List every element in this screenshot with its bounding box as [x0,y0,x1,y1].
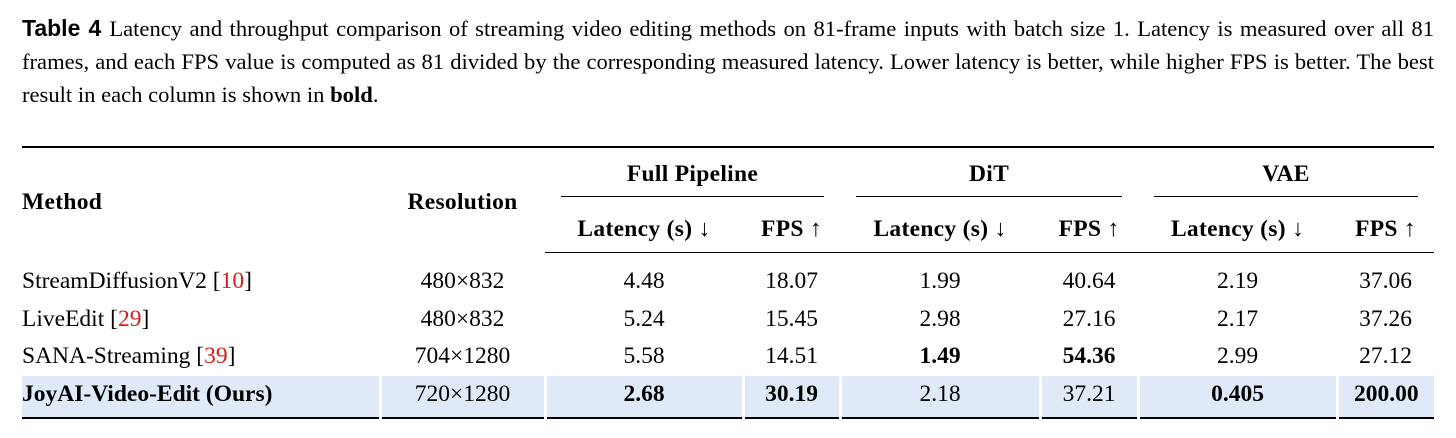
subheader: FPS ↑ [1040,206,1139,253]
value-cell: 1.99 [919,268,961,295]
value-cell: 2.17 [1216,305,1259,332]
method-end: ] [227,343,236,370]
value-cell: 18.07 [765,268,818,295]
caption-label: Table 4 [22,15,102,41]
citation: 29 [117,305,142,332]
method-end: ] [244,268,252,294]
value-cell: 5.24 [623,305,665,332]
method-name: LiveEdit [ [22,305,118,332]
method-name: JoyAI-Video-Edit (Ours) [22,380,273,407]
group-header: Full Pipeline [545,146,841,206]
method-cell: SANA-Streaming [39] [22,338,380,376]
value-cell: 4.48 [623,268,665,295]
value-cell: 30.19 [741,375,841,419]
group-label: DiT [856,161,1123,197]
value-cell: 27.12 [1359,343,1412,370]
value-cell: 40.64 [1062,268,1116,295]
value-cell: 1.49 [919,343,961,370]
value-cell: 2.68 [543,375,743,419]
value-cell: 14.51 [765,343,818,370]
header-row: Method Resolution Full Pipeline DiT VAE [22,146,1435,253]
subheader: Latency (s) ↓ [840,206,1041,253]
method-name: StreamDiffusionV2 [ [22,268,221,294]
method-cell: LiveEdit [29] [22,301,380,339]
table-body: StreamDiffusionV2 [10] 480×832 4.48 18.07 1.… [22,253,1435,419]
value-cell: 2.98 [919,305,961,332]
citation: 10 [220,268,245,294]
method-cell: JoyAI-Video-Edit (Ours) [22,375,380,419]
table-row: JoyAI-Video-Edit (Ours) 720×1280 2.68 30.19… [22,375,1435,419]
subheader-row: Latency (s) ↓ FPS ↑ Latency (s) ↓ FPS ↑ Late… [22,206,1435,253]
value-cell: 2.18 [838,375,1041,419]
resolution-cell: 480×832 [420,268,505,294]
method-header: Method [22,146,380,253]
value-cell: 2.19 [1216,268,1259,295]
subheader: FPS ↑ [743,206,841,253]
subheader: Latency (s) ↓ [545,206,743,253]
resolution-cell: 720×1280 [378,375,545,419]
group-header: VAE [1138,146,1435,206]
resolution-cell: 480×832 [420,305,505,332]
method-cell: StreamDiffusionV2 [10] [22,253,380,301]
caption: Table 4 Latency and throughput comparison… [22,12,1434,111]
caption-emphasis: bold [330,82,373,107]
value-cell: 37.21 [1038,375,1139,419]
value-cell: 54.36 [1062,343,1116,370]
table-header: Method Resolution Full Pipeline DiT VAE Laten… [22,146,1435,253]
caption-end: . [372,82,379,107]
caption-text: Latency and throughput comparison of str… [22,16,1434,107]
group-header: DiT [840,146,1139,206]
group-label: VAE [1154,161,1419,197]
value-cell: 0.405 [1136,375,1338,419]
value-cell: 5.58 [623,343,665,370]
table-row: StreamDiffusionV2 [10] 480×832 4.48 18.07 1.… [22,253,1434,301]
value-cell: 37.26 [1359,305,1412,332]
subheader: Latency (s) ↓ [1138,206,1338,253]
resolution-cell: 704×1280 [414,343,511,370]
resolution-header: Resolution [380,146,545,253]
latency-table: Method Resolution Full Pipeline DiT VAE Laten… [22,146,1435,419]
value-cell: 15.45 [765,305,818,332]
method-name: SANA-Streaming [ [22,343,205,370]
value-cell: 200.00 [1335,375,1435,419]
subheader: FPS ↑ [1337,206,1435,253]
value-cell: 37.06 [1359,268,1412,295]
table-row: SANA-Streaming [39] 704×1280 5.58 14.51 1.49… [22,338,1434,376]
table-row: LiveEdit [29] 480×832 5.24 15.45 2.98 27.16 2.… [22,301,1434,339]
method-end: ] [141,305,150,332]
group-label: Full Pipeline [561,161,825,197]
citation: 39 [204,343,228,370]
value-cell: 2.99 [1216,343,1259,370]
value-cell: 27.16 [1062,305,1116,332]
